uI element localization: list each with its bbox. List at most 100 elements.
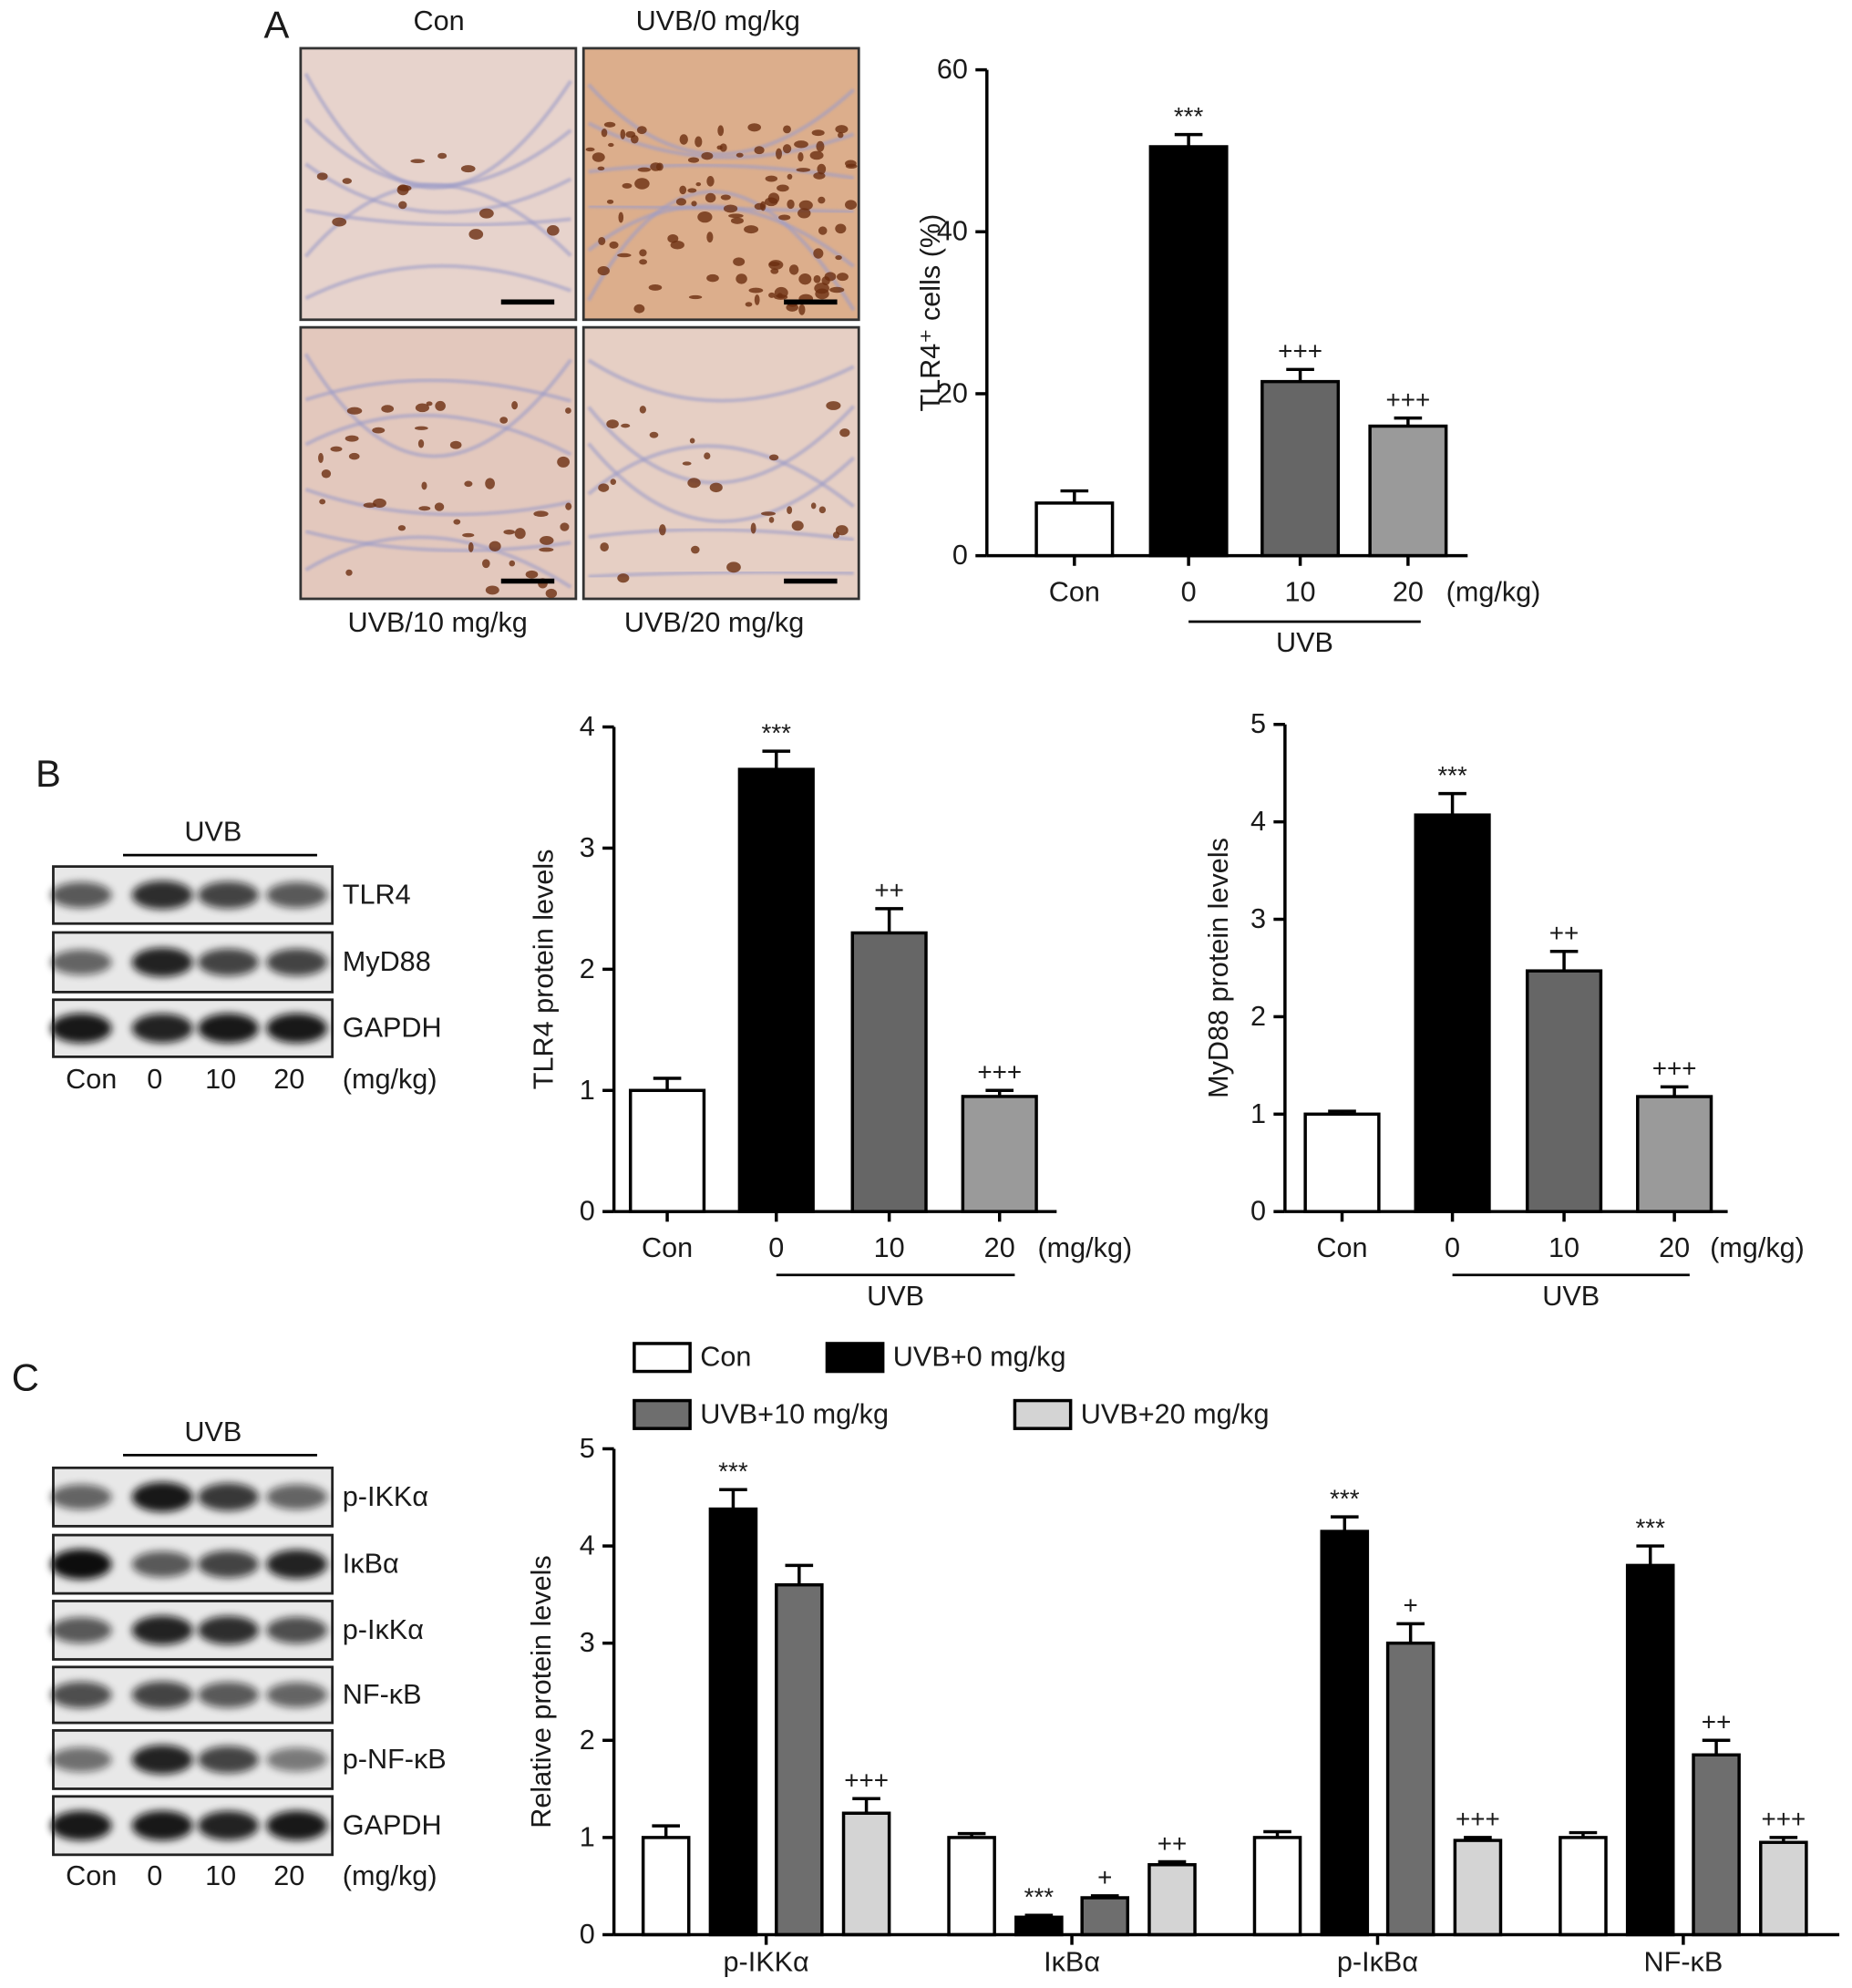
blot-band xyxy=(266,1616,328,1644)
blot-band-label: GAPDH xyxy=(343,1809,442,1840)
y-tick-label: 3 xyxy=(580,832,595,863)
bar xyxy=(1368,424,1448,558)
stain xyxy=(648,284,663,291)
bar xyxy=(1559,1836,1608,1937)
stain xyxy=(345,569,353,576)
stain xyxy=(633,304,645,314)
stain xyxy=(786,303,798,312)
unit-label: (mg/kg) xyxy=(1710,1232,1805,1263)
stain xyxy=(788,264,799,275)
stain xyxy=(778,214,791,221)
stain xyxy=(639,249,647,257)
bar xyxy=(961,1095,1038,1213)
blot-band xyxy=(50,949,112,975)
x-tick-label: 10 xyxy=(874,1232,905,1263)
blot-band-label: p-IKKα xyxy=(343,1481,428,1512)
stain xyxy=(346,407,363,415)
stain xyxy=(679,185,687,195)
blot-band xyxy=(50,1484,112,1510)
stain xyxy=(829,286,845,294)
stain xyxy=(726,561,741,573)
blot-band xyxy=(198,1013,259,1044)
stain xyxy=(449,440,462,449)
x-tick-label: 0 xyxy=(1181,576,1197,607)
blot-lane-label: 10 xyxy=(205,1064,236,1095)
blot-band xyxy=(198,948,259,976)
bar xyxy=(1014,1915,1064,1937)
stain xyxy=(636,126,647,135)
stain xyxy=(717,125,725,137)
stain xyxy=(434,502,445,511)
bar xyxy=(1034,501,1115,558)
tissue-line xyxy=(587,83,856,156)
stain xyxy=(798,304,806,315)
tissue-line xyxy=(304,72,573,191)
legend-swatch xyxy=(1013,1398,1073,1430)
significance-label: + xyxy=(1097,1863,1112,1891)
stain xyxy=(768,517,775,523)
blot-band-label: p-NF-κB xyxy=(343,1744,447,1775)
stain xyxy=(730,217,744,224)
x-tick-label: p-IκBα xyxy=(1337,1947,1418,1978)
stain xyxy=(621,423,631,428)
blot-band xyxy=(266,1550,328,1580)
stain xyxy=(794,140,808,149)
bar xyxy=(947,1836,996,1937)
y-tick-label: 4 xyxy=(580,1530,595,1561)
stain xyxy=(776,148,783,160)
blot-band-label: IκBα xyxy=(343,1549,399,1580)
blot-band-label: p-IκKα xyxy=(343,1614,424,1645)
stain xyxy=(421,481,427,490)
blot-band xyxy=(266,1484,328,1510)
stain xyxy=(719,143,727,152)
stain xyxy=(791,520,804,531)
stain xyxy=(706,273,719,283)
panel-label: C xyxy=(12,1355,39,1398)
stain xyxy=(398,201,407,210)
x-tick-label: 20 xyxy=(984,1232,1015,1263)
significance-label: *** xyxy=(1024,1882,1055,1911)
bar xyxy=(708,1507,758,1937)
stain xyxy=(585,147,595,152)
stain xyxy=(835,223,847,234)
stain xyxy=(601,128,608,138)
stain xyxy=(836,273,849,282)
bar xyxy=(775,1582,824,1937)
stain xyxy=(468,541,474,552)
stain xyxy=(845,200,858,210)
blot-band xyxy=(50,881,112,909)
panel-label: B xyxy=(36,752,61,795)
blot-band xyxy=(131,881,193,910)
stain xyxy=(539,547,554,552)
blot-lane-label: Con xyxy=(66,1860,117,1891)
significance-label: +++ xyxy=(1652,1055,1697,1083)
stain xyxy=(818,506,827,514)
significance-label: *** xyxy=(1330,1484,1360,1512)
bar xyxy=(850,931,928,1213)
significance-label: ++ xyxy=(1702,1708,1732,1736)
stain xyxy=(809,150,824,160)
bar xyxy=(1525,969,1603,1213)
bar xyxy=(737,767,815,1213)
stain xyxy=(797,208,811,219)
stain xyxy=(716,145,723,150)
stain xyxy=(787,173,793,180)
tissue-line xyxy=(304,535,572,589)
stain xyxy=(634,178,650,190)
stain xyxy=(417,439,425,448)
stain xyxy=(691,545,700,554)
significance-label: *** xyxy=(1437,761,1467,789)
micrograph-image xyxy=(299,325,578,601)
panel-label: A xyxy=(263,4,289,46)
stain xyxy=(330,446,343,452)
stain xyxy=(525,570,539,579)
blot-band-label: MyD88 xyxy=(343,946,431,977)
stain xyxy=(733,257,746,266)
stain xyxy=(701,151,714,160)
bar xyxy=(1252,1836,1302,1937)
stain xyxy=(478,208,494,219)
blot-band xyxy=(131,1550,193,1578)
blot-band xyxy=(198,1615,259,1645)
